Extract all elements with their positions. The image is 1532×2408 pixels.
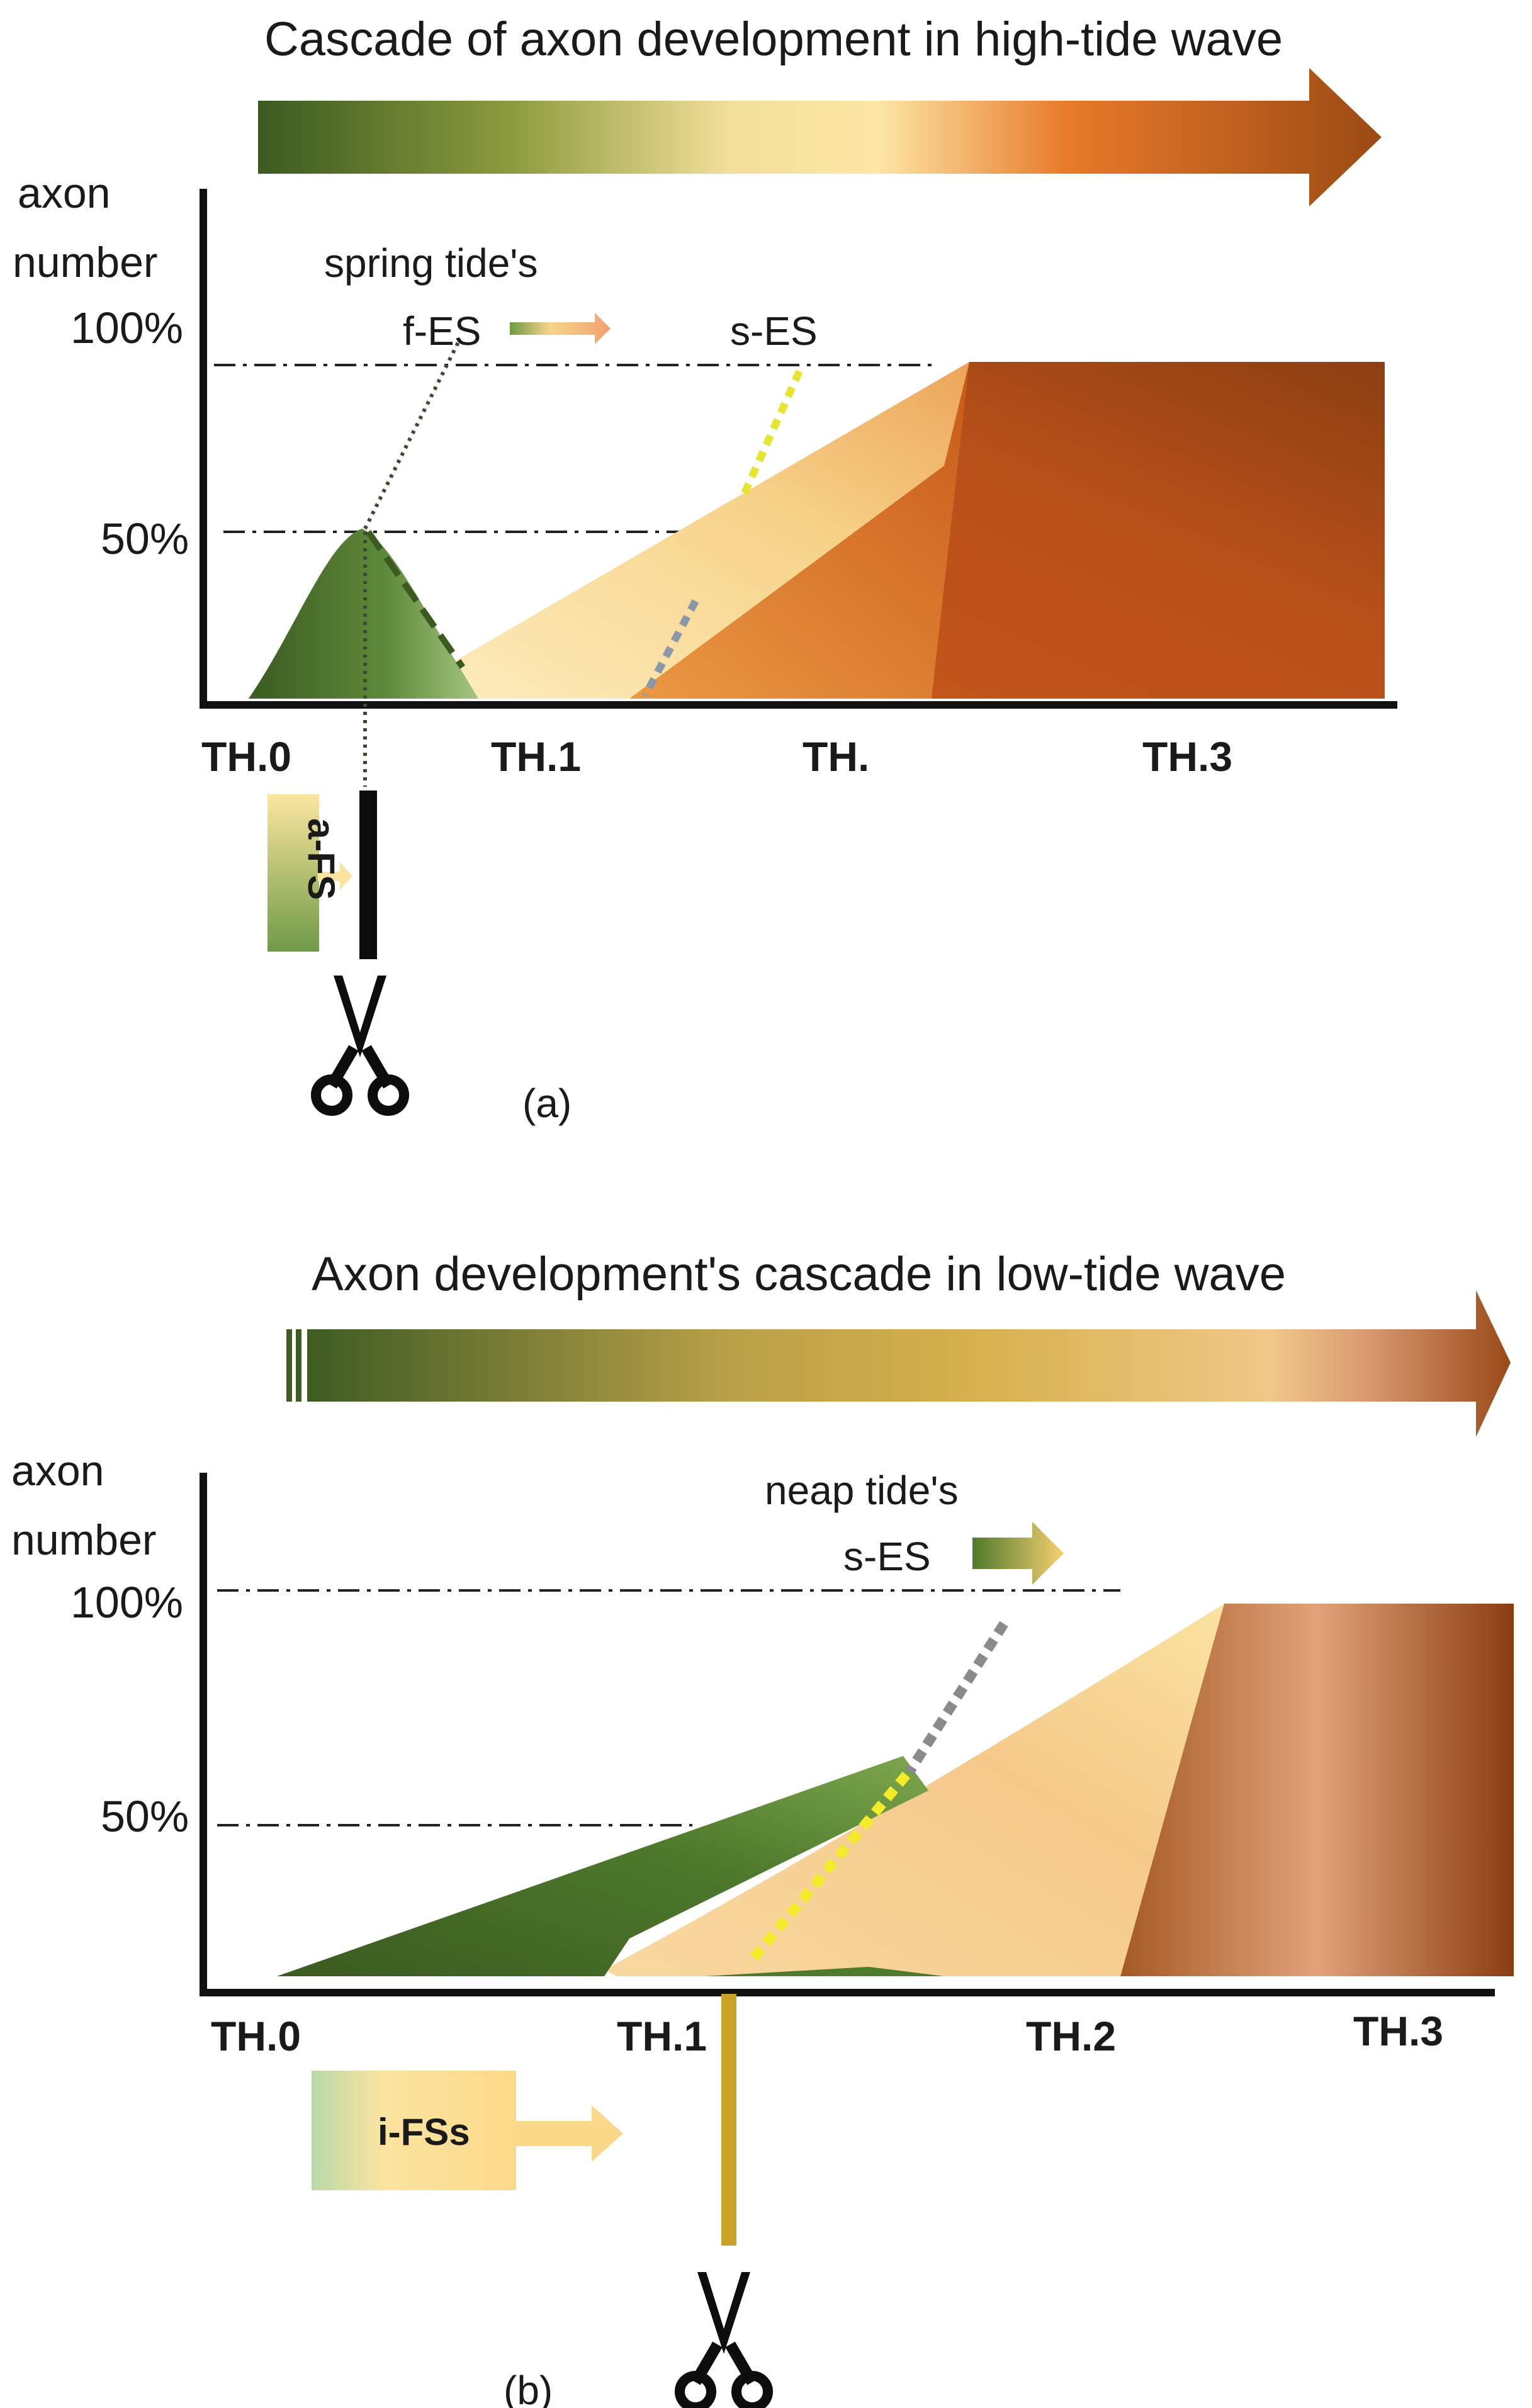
panel-a-grey-line (641, 599, 699, 697)
panel-a-progression-arrow (258, 68, 1382, 206)
panel-b-side-badge-label: i-FSs (378, 2111, 470, 2153)
panel-b-arrow-tail-bar-2 (296, 1329, 301, 1402)
panel-b-ses-line (745, 1771, 911, 1967)
panel-b-wave-sand (604, 1604, 1224, 1976)
panel-b-wave-brown (1120, 1604, 1514, 1976)
panel-b: Axon development's cascade in low-tide w… (11, 1247, 1514, 2408)
panel-a-x-tick-2: TH. (803, 733, 869, 780)
panel-b-x-tick-1: TH.1 (617, 2013, 707, 2059)
panel-a-wave-sand (390, 362, 969, 699)
panel-a-side-badge-arrow (318, 862, 352, 890)
panel-a-ses-line (739, 369, 803, 499)
panel-a-side-badge-label: a-FS (300, 818, 342, 900)
panel-b-progression-arrow (307, 1290, 1511, 1437)
panel-a-y-tick-100: 100% (70, 303, 183, 352)
panel-b-tide-label: neap tide's (765, 1468, 959, 1513)
panel-a-tide-label: spring tide's (324, 240, 538, 286)
panel-a-side-badge (268, 794, 319, 952)
panel-b-ses-arrow (972, 1522, 1064, 1585)
panel-a-caption: (a) (522, 1081, 572, 1126)
panel-b-x-tick-3: TH.3 (1353, 2008, 1443, 2054)
panel-a-x-tick-0: TH.0 (201, 733, 291, 780)
panel-b-side-badge (312, 2071, 516, 2190)
panel-b-side-badge-arrow (516, 2105, 623, 2162)
panel-b-y-label-2: number (11, 1516, 157, 1564)
panel-a-ses-label: s-ES (730, 308, 818, 354)
panel-b-y-label-1: axon (11, 1447, 104, 1495)
panel-b-grey-line (905, 1621, 1008, 1775)
panel-a-y-label-1: axon (18, 169, 110, 217)
panel-b-cut-bar (721, 1994, 736, 2246)
panel-b-x-tick-0: TH.0 (211, 2013, 301, 2059)
panel-b-x-tick-2: TH.2 (1026, 2013, 1116, 2059)
panel-a-y-tick-50: 50% (101, 514, 189, 563)
scissors-icon (675, 2272, 773, 2408)
panel-a-title: Cascade of axon development in high-tide… (264, 13, 1283, 66)
panel-a-peak-dashed-edge (365, 530, 466, 669)
panel-a-x-tick-1: TH.1 (491, 733, 581, 780)
panel-b-arrow-tail-bar-1 (286, 1329, 292, 1402)
panel-b-wave-green (277, 1756, 928, 1976)
panel-a-x-tick-3: TH.3 (1142, 733, 1232, 780)
panel-a-y-label-2: number (13, 239, 158, 286)
panel-b-y-tick-50: 50% (101, 1792, 189, 1841)
panel-b-ses-label: s-ES (843, 1534, 931, 1579)
panel-a-fes-label: f-ES (403, 308, 481, 354)
panel-b-caption: (b) (504, 2368, 553, 2408)
panel-a-fes-arrow (510, 313, 611, 344)
panel-b-y-tick-100: 100% (70, 1578, 183, 1627)
panel-b-wave-green-base (705, 1967, 944, 1976)
panel-a-fes-line (363, 339, 461, 530)
panel-a-cut-bar (359, 790, 377, 959)
panel-a: Cascade of axon development in high-tide… (13, 13, 1397, 1126)
scissors-icon (311, 976, 409, 1116)
panel-b-title: Axon development's cascade in low-tide w… (312, 1247, 1286, 1301)
